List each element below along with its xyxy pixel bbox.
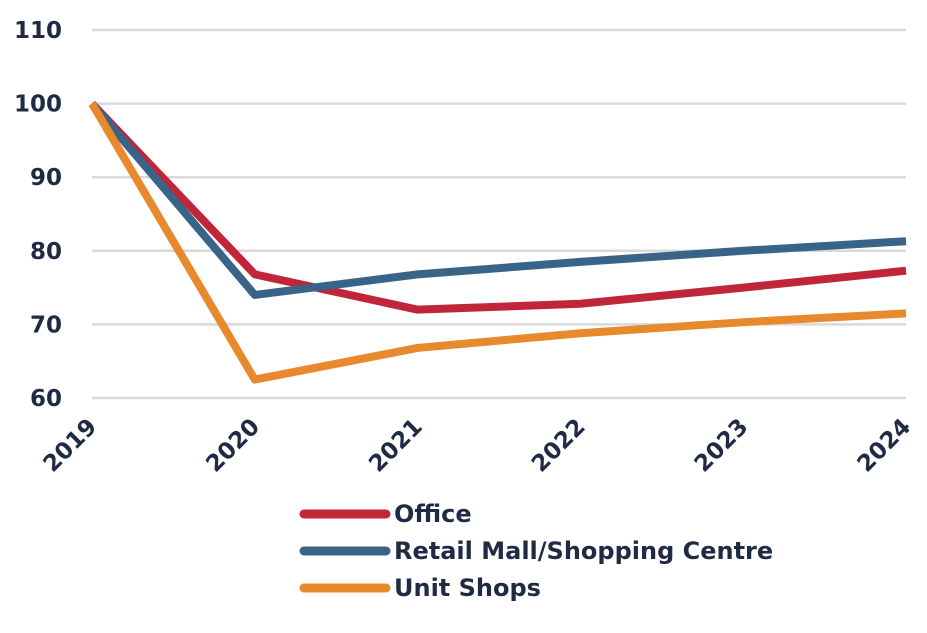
y-tick-label: 70	[30, 312, 62, 338]
y-tick-label: 100	[14, 92, 62, 118]
x-tick-label: 2024	[853, 414, 917, 478]
legend-label: Retail Mall/Shopping Centre	[394, 537, 773, 565]
y-tick-label: 60	[30, 386, 62, 412]
y-tick-label: 80	[30, 239, 62, 265]
x-tick-label: 2022	[527, 414, 591, 478]
y-tick-label: 110	[14, 18, 62, 44]
series-lines	[88, 100, 907, 384]
x-axis-ticks: 2019 2020 2021 2022 2023 2024	[39, 414, 917, 478]
x-tick-label: 2020	[201, 414, 265, 478]
x-tick-label: 2019	[39, 414, 103, 478]
series-line-retail-mall-shopping-centre	[88, 101, 907, 299]
y-tick-label: 90	[30, 165, 62, 191]
legend-label: Unit Shops	[394, 574, 541, 602]
x-tick-label: 2021	[364, 414, 428, 478]
series-line-unit-shops	[88, 101, 907, 384]
legend: Office Retail Mall/Shopping Centre Unit Sh…	[299, 500, 773, 602]
series-line-office	[89, 100, 907, 314]
y-axis-ticks: 60 70 80 90 100 110	[14, 18, 62, 412]
legend-label: Office	[394, 500, 472, 528]
x-tick-label: 2023	[690, 414, 754, 478]
